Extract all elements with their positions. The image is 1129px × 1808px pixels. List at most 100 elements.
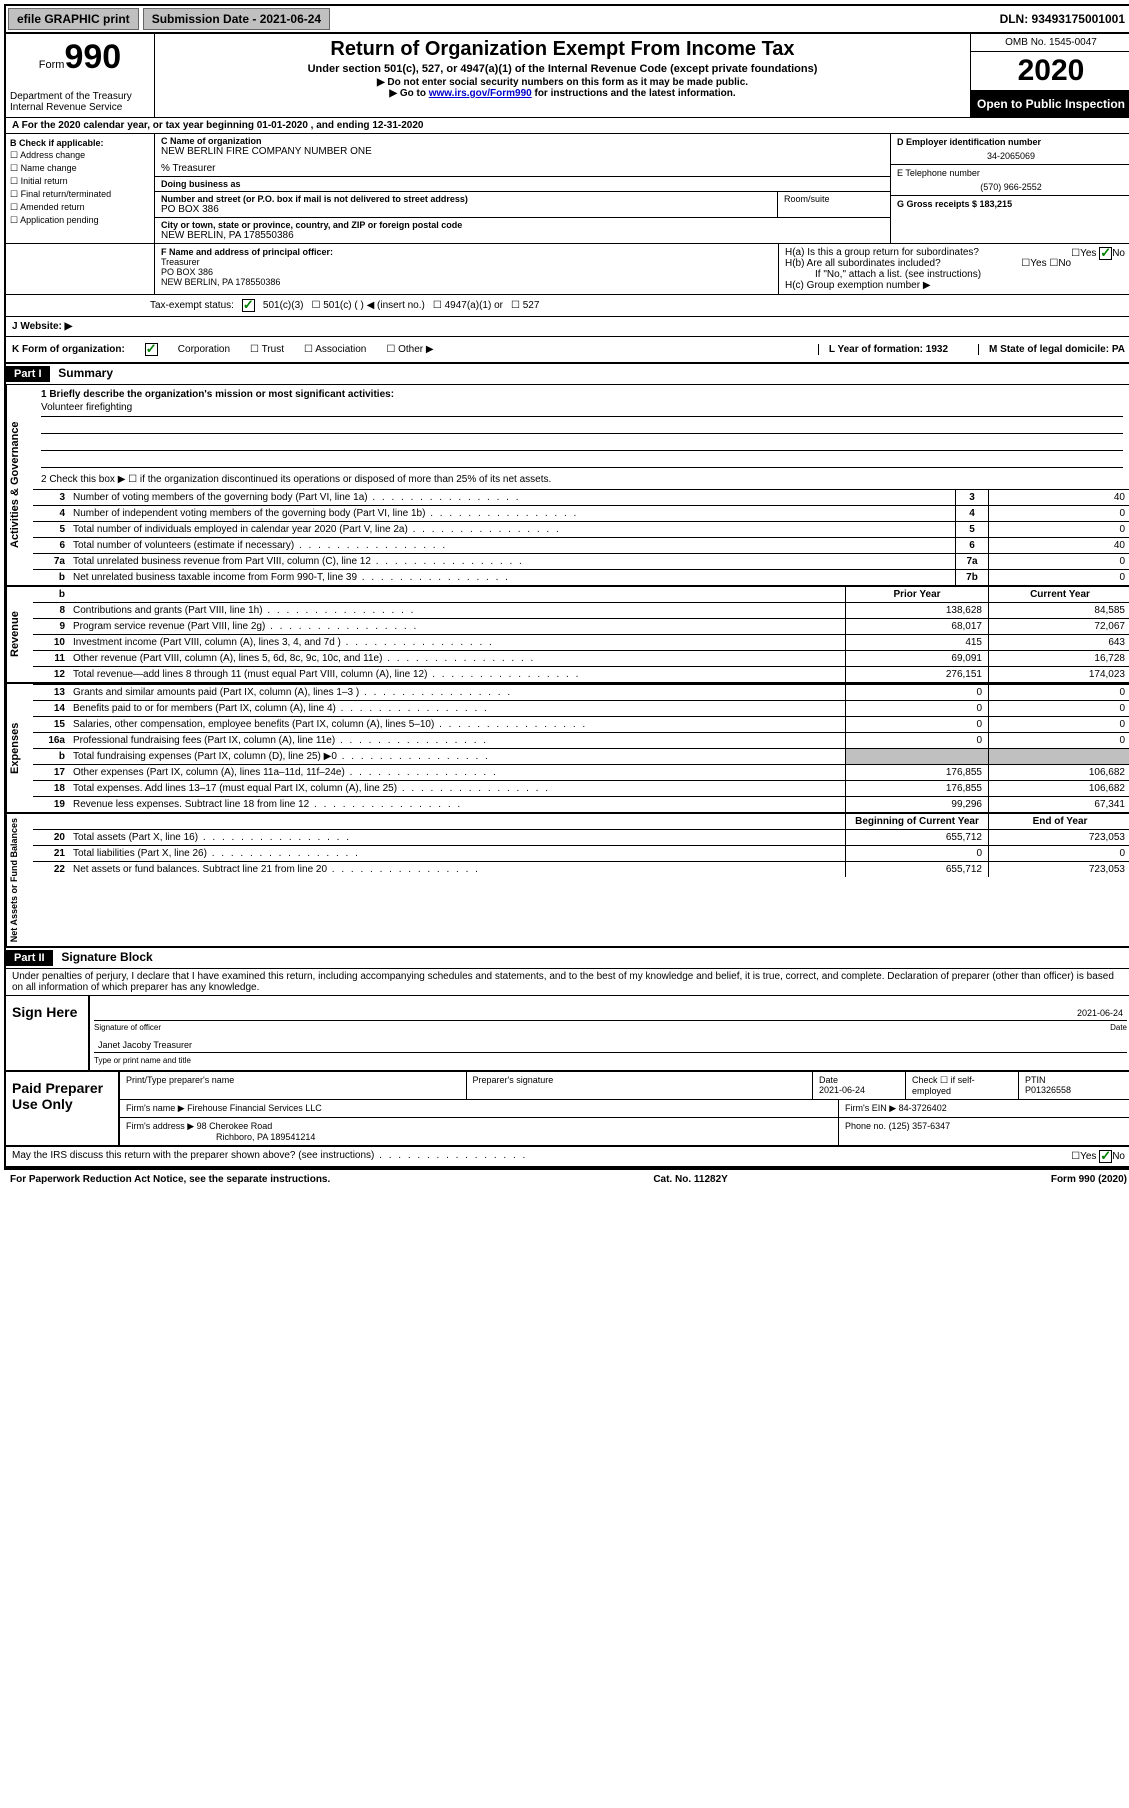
form-title: Return of Organization Exempt From Incom… — [161, 38, 964, 61]
opt-501c: 501(c) ( ) ◀ (insert no.) — [323, 300, 425, 311]
website-label: J Website: ▶ — [12, 321, 72, 332]
discuss-yes[interactable]: Yes — [1080, 1151, 1096, 1162]
ha-row: H(a) Is this a group return for subordin… — [785, 247, 1125, 258]
right-meta-box: OMB No. 1545-0047 2020 Open to Public In… — [970, 34, 1129, 117]
firm-name-label: Firm's name ▶ — [126, 1103, 185, 1113]
check-final-return[interactable]: ☐ Final return/terminated — [10, 189, 150, 200]
part1-header: Part I — [6, 366, 50, 382]
ha-no-checkbox[interactable] — [1099, 247, 1112, 260]
l-year-formation: L Year of formation: 1932 — [818, 344, 958, 355]
check-name-change[interactable]: ☐ Name change — [10, 163, 150, 174]
tax-status-label: Tax-exempt status: — [150, 300, 234, 311]
footer-form-ref: Form 990 (2020) — [1051, 1174, 1127, 1185]
officer-sig-line[interactable]: 2021-06-24 — [94, 1006, 1127, 1021]
preparer-header-row: Print/Type preparer's name Preparer's si… — [120, 1072, 1129, 1100]
submission-date-button[interactable]: Submission Date - 2021-06-24 — [143, 8, 330, 30]
discuss-no: No — [1112, 1151, 1125, 1162]
h-sig: Preparer's signature — [467, 1072, 814, 1099]
gross-row: G Gross receipts $ 183,215 — [891, 196, 1129, 212]
vtab-governance: Activities & Governance — [6, 385, 33, 585]
org-name-label: C Name of organization — [161, 136, 884, 146]
discuss-text: May the IRS discuss this return with the… — [12, 1150, 527, 1163]
org-treasurer: % Treasurer — [161, 163, 884, 174]
check-amended-return[interactable]: ☐ Amended return — [10, 202, 150, 213]
org-name-row: C Name of organization NEW BERLIN FIRE C… — [155, 134, 890, 177]
officer-name: Treasurer — [161, 257, 772, 267]
form-subtitle: Under section 501(c), 527, or 4947(a)(1)… — [161, 63, 964, 75]
vtab-netassets: Net Assets or Fund Balances — [6, 814, 33, 946]
col-begin-year: Beginning of Current Year — [845, 814, 988, 829]
discuss-row: May the IRS discuss this return with the… — [6, 1147, 1129, 1168]
footer-cat-no: Cat. No. 11282Y — [653, 1174, 727, 1185]
exp-line-16a: 16aProfessional fundraising fees (Part I… — [33, 732, 1129, 748]
note2-suffix: for instructions and the latest informat… — [532, 88, 736, 99]
k-label: K Form of organization: — [12, 344, 125, 355]
ptin-value: P01326558 — [1025, 1085, 1071, 1095]
sig-date: 2021-06-24 — [1077, 1008, 1123, 1018]
street-row: Number and street (or P.O. box if mail i… — [155, 192, 890, 218]
form-container: efile GRAPHIC print Submission Date - 20… — [4, 4, 1129, 1170]
inspection-badge: Open to Public Inspection — [971, 91, 1129, 117]
prep-phone-label: Phone no. — [845, 1121, 886, 1131]
rev-line-9: 9Program service revenue (Part VIII, lin… — [33, 618, 1129, 634]
officer-street: PO BOX 386 — [161, 267, 772, 277]
blank-desc — [69, 587, 845, 602]
street-label: Number and street (or P.O. box if mail i… — [161, 194, 771, 204]
part2-title-row: Part II Signature Block — [6, 948, 1129, 969]
firm-ein-label: Firm's EIN ▶ — [845, 1103, 896, 1113]
date-caption: Date — [1110, 1023, 1127, 1032]
part2-title: Signature Block — [55, 950, 152, 964]
topbar: efile GRAPHIC print Submission Date - 20… — [6, 6, 1129, 34]
form990-link[interactable]: www.irs.gov/Form990 — [429, 88, 532, 99]
opt-other: Other ▶ — [398, 344, 433, 355]
org-name: NEW BERLIN FIRE COMPANY NUMBER ONE — [161, 146, 884, 157]
discuss-no-checkbox[interactable] — [1099, 1150, 1112, 1163]
efile-button[interactable]: efile GRAPHIC print — [8, 8, 139, 30]
blank-num: b — [33, 587, 69, 602]
check-application-pending[interactable]: ☐ Application pending — [10, 215, 150, 226]
k-row-form-org: K Form of organization: Corporation ☐ Tr… — [6, 336, 1129, 364]
dba-label: Doing business as — [161, 179, 884, 189]
m-state-domicile: M State of legal domicile: PA — [978, 344, 1125, 355]
h-check-self[interactable]: Check ☐ if self-employed — [906, 1072, 1019, 1099]
part1-title-row: Part I Summary — [6, 364, 1129, 385]
prep-date: 2021-06-24 — [819, 1085, 865, 1095]
check-address-change[interactable]: ☐ Address change — [10, 150, 150, 161]
rev-line-8: 8Contributions and grants (Part VIII, li… — [33, 602, 1129, 618]
section-bcd: B Check if applicable: ☐ Address change … — [6, 134, 1129, 243]
ein-value: 34-2065069 — [897, 151, 1125, 161]
h-print: Print/Type preparer's name — [120, 1072, 467, 1099]
check-initial-return[interactable]: ☐ Initial return — [10, 176, 150, 187]
exp-line-14: 14Benefits paid to or for members (Part … — [33, 700, 1129, 716]
revenue-section: Revenue b Prior Year Current Year 8Contr… — [6, 585, 1129, 682]
ein-label: D Employer identification number — [897, 137, 1125, 147]
rev-line-12: 12Total revenue—add lines 8 through 11 (… — [33, 666, 1129, 682]
501c3-checkbox[interactable] — [242, 299, 255, 312]
form-prefix: Form — [39, 59, 65, 71]
exp-line-13: 13Grants and similar amounts paid (Part … — [33, 684, 1129, 700]
form-header: Form990 Department of the Treasury Inter… — [6, 34, 1129, 118]
part2-header: Part II — [6, 950, 53, 966]
gov-line-4: 4Number of independent voting members of… — [33, 505, 1129, 521]
col-c-org-info: C Name of organization NEW BERLIN FIRE C… — [155, 134, 890, 243]
net-line-20: 20Total assets (Part X, line 16)655,7127… — [33, 829, 1129, 845]
firm-addr2: Richboro, PA 189541214 — [126, 1132, 315, 1142]
row-a-tax-year: A For the 2020 calendar year, or tax yea… — [6, 118, 1129, 134]
corporation-checkbox[interactable] — [145, 343, 158, 356]
ein-row: D Employer identification number 34-2065… — [891, 134, 1129, 165]
opt-501c3: 501(c)(3) — [263, 300, 304, 311]
city-label: City or town, state or province, country… — [161, 220, 884, 230]
col-end-year: End of Year — [988, 814, 1129, 829]
exp-line-17: 17Other expenses (Part IX, column (A), l… — [33, 764, 1129, 780]
officer-city: NEW BERLIN, PA 178550386 — [161, 277, 772, 287]
form-note-2: ▶ Go to www.irs.gov/Form990 for instruct… — [161, 88, 964, 99]
exp-line-15: 15Salaries, other compensation, employee… — [33, 716, 1129, 732]
opt-association: Association — [315, 344, 366, 355]
h-ptin: PTIN — [1025, 1075, 1046, 1085]
exp-line-18: 18Total expenses. Add lines 13–17 (must … — [33, 780, 1129, 796]
sign-here-section: Sign Here 2021-06-24 Signature of office… — [6, 996, 1129, 1072]
spacer-col — [6, 244, 154, 294]
gross-receipts: G Gross receipts $ 183,215 — [897, 199, 1125, 209]
mission-line-2 — [41, 419, 1123, 434]
b-title: B Check if applicable: — [10, 138, 150, 148]
